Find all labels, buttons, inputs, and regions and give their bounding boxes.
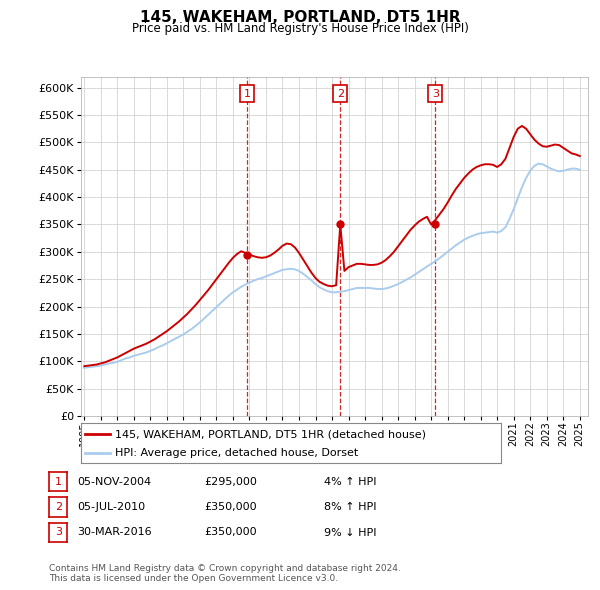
Text: 3: 3 [55, 527, 62, 537]
Text: 1: 1 [244, 88, 250, 99]
Text: 9% ↓ HPI: 9% ↓ HPI [324, 527, 377, 537]
Text: 1: 1 [55, 477, 62, 487]
Text: HPI: Average price, detached house, Dorset: HPI: Average price, detached house, Dors… [115, 448, 358, 458]
Text: 8% ↑ HPI: 8% ↑ HPI [324, 502, 377, 512]
Text: 4% ↑ HPI: 4% ↑ HPI [324, 477, 377, 487]
Text: £295,000: £295,000 [204, 477, 257, 487]
Text: 145, WAKEHAM, PORTLAND, DT5 1HR (detached house): 145, WAKEHAM, PORTLAND, DT5 1HR (detache… [115, 430, 425, 440]
Text: 3: 3 [432, 88, 439, 99]
Text: 30-MAR-2016: 30-MAR-2016 [77, 527, 151, 537]
Text: 05-JUL-2010: 05-JUL-2010 [77, 502, 145, 512]
Text: 2: 2 [337, 88, 344, 99]
Text: 145, WAKEHAM, PORTLAND, DT5 1HR: 145, WAKEHAM, PORTLAND, DT5 1HR [140, 10, 460, 25]
Text: £350,000: £350,000 [204, 502, 257, 512]
Text: 05-NOV-2004: 05-NOV-2004 [77, 477, 151, 487]
Text: Price paid vs. HM Land Registry's House Price Index (HPI): Price paid vs. HM Land Registry's House … [131, 22, 469, 35]
Text: Contains HM Land Registry data © Crown copyright and database right 2024.
This d: Contains HM Land Registry data © Crown c… [49, 563, 401, 583]
Text: £350,000: £350,000 [204, 527, 257, 537]
Text: 2: 2 [55, 502, 62, 512]
